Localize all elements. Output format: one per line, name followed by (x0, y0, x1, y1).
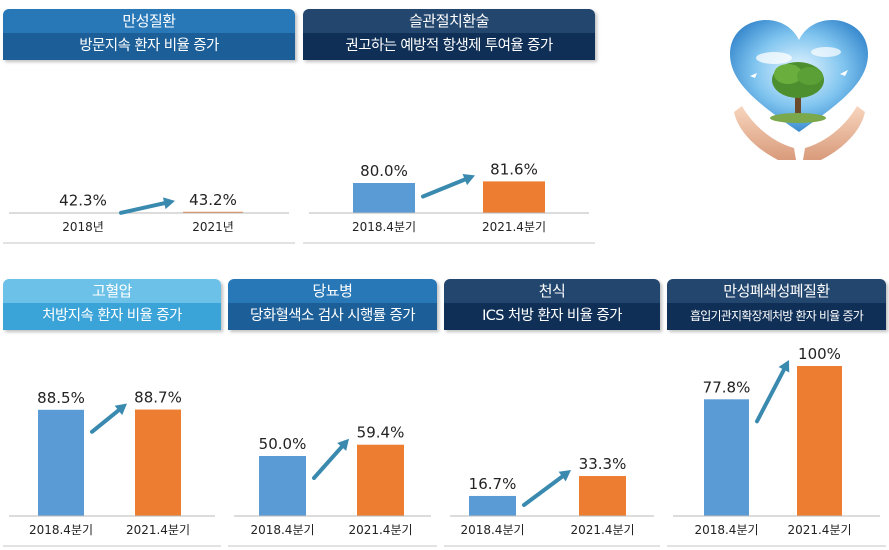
panel-title: 만성질환 (3, 9, 295, 33)
increase-arrow-head (778, 360, 790, 373)
category-label: 2021.4분기 (126, 523, 190, 537)
panel-subtitle: 흡입기관지확장제처방 환자 비율 증가 (667, 303, 886, 330)
panel-title: 당뇨병 (228, 279, 437, 303)
increase-arrow-shaft (90, 408, 121, 434)
panel-subtitle: 권고하는 예방적 항생제 투여율 증가 (303, 33, 595, 60)
panel-header: 슬관절치환술 권고하는 예방적 항생제 투여율 증가 (303, 9, 595, 60)
bar-chart: 80.0% 2018.4분기 81.6% 2021.4분기 (303, 160, 595, 244)
bar-after (135, 409, 181, 516)
data-label: 42.3% (59, 192, 107, 210)
bar-after (797, 366, 842, 516)
category-label: 2021.4분기 (348, 523, 412, 537)
panel-surgery: 슬관절치환술 권고하는 예방적 항생제 투여율 증가 80.0% 2018.4분기… (303, 9, 595, 244)
category-label: 2021년 (192, 220, 234, 234)
category-label: 2021.4분기 (570, 523, 634, 537)
increase-arrow-head (462, 173, 475, 186)
category-label: 2018.4분기 (250, 523, 314, 537)
data-label: 88.5% (37, 389, 85, 407)
bar-before (38, 409, 84, 516)
data-label: 81.6% (490, 160, 538, 178)
category-label: 2021.4분기 (787, 523, 851, 537)
data-label: 50.0% (259, 435, 307, 453)
heart-sky-tree-hands-icon (730, 20, 868, 160)
bar-chart: 77.8% 2018.4분기 100% 2021.4분기 (667, 345, 886, 547)
data-label: 80.0% (360, 162, 408, 180)
category-label: 2018.4분기 (352, 220, 416, 234)
data-label: 77.8% (703, 378, 751, 396)
panel-header: 당뇨병 당화혈색소 검사 시행률 증가 (228, 279, 437, 330)
panel-header: 천식 ICS 처방 환자 비율 증가 (444, 279, 660, 330)
panel-header: 만성폐쇄성폐질환 흡입기관지확장제처방 환자 비율 증가 (667, 279, 886, 330)
panel-header: 고혈압 처방지속 환자 비율 증가 (3, 279, 221, 330)
panel-subtitle: 처방지속 환자 비율 증가 (3, 303, 221, 330)
panel-subtitle: ICS 처방 환자 비율 증가 (444, 303, 660, 330)
bar-after (183, 211, 243, 213)
bar-chart: 16.7% 2018.4분기 33.3% 2021.4분기 (444, 455, 660, 547)
bar-before (704, 399, 749, 516)
panel-title: 고혈압 (3, 279, 221, 303)
category-label: 2018.4분기 (29, 523, 93, 537)
data-label: 100% (798, 345, 841, 363)
data-label: 33.3% (579, 455, 627, 473)
panel-chronic: 만성질환 방문지속 환자 비율 증가 42.3% 2018년 43.2% 2021년 (3, 9, 295, 244)
increase-arrow-shaft (421, 177, 467, 199)
panel-title: 천식 (444, 279, 660, 303)
panel-title: 만성폐쇄성폐질환 (667, 279, 886, 303)
increase-arrow-head (114, 403, 127, 416)
bar-after (357, 444, 404, 516)
bar-chart: 42.3% 2018년 43.2% 2021년 (3, 191, 295, 244)
increase-arrow-shaft (119, 201, 167, 215)
category-label: 2018.4분기 (460, 523, 524, 537)
category-label: 2018.4분기 (694, 523, 758, 537)
increase-arrow-head (337, 438, 349, 451)
panel-hypertension: 고혈압 처방지속 환자 비율 증가 88.5% 2018.4분기 88.7% 2021… (3, 279, 221, 547)
increase-arrow-shaft (312, 444, 344, 480)
panel-copd: 만성폐쇄성폐질환 흡입기관지확장제처방 환자 비율 증가 77.8% 2018.4… (667, 279, 886, 547)
data-label: 16.7% (469, 475, 517, 493)
bar-chart: 50.0% 2018.4분기 59.4% 2021.4분기 (228, 424, 437, 547)
panel-asthma: 천식 ICS 처방 환자 비율 증가 16.7% 2018.4분기 33.3% 202… (444, 279, 660, 547)
bar-before (353, 183, 415, 213)
bar-after (579, 476, 626, 516)
panel-diabetes: 당뇨병 당화혈색소 검사 시행률 증가 50.0% 2018.4분기 59.4% 20… (228, 279, 437, 547)
panel-title: 슬관절치환술 (303, 9, 595, 33)
data-label: 88.7% (134, 389, 182, 407)
increase-arrow-shaft (755, 367, 786, 424)
bar-before (469, 495, 516, 516)
data-label: 43.2% (189, 191, 237, 209)
category-label: 2021.4분기 (482, 220, 546, 234)
data-label: 59.4% (357, 424, 405, 442)
category-label: 2018년 (62, 220, 104, 234)
bar-after (483, 181, 545, 213)
bar-before (259, 456, 306, 516)
panel-subtitle: 방문지속 환자 비율 증가 (3, 33, 295, 60)
increase-arrow-head (558, 470, 571, 482)
increase-arrow-shaft (522, 474, 565, 507)
panel-subtitle: 당화혈색소 검사 시행률 증가 (228, 303, 437, 330)
panel-header: 만성질환 방문지속 환자 비율 증가 (3, 9, 295, 60)
bar-chart: 88.5% 2018.4분기 88.7% 2021.4분기 (3, 389, 221, 547)
increase-arrow-head (162, 197, 175, 210)
